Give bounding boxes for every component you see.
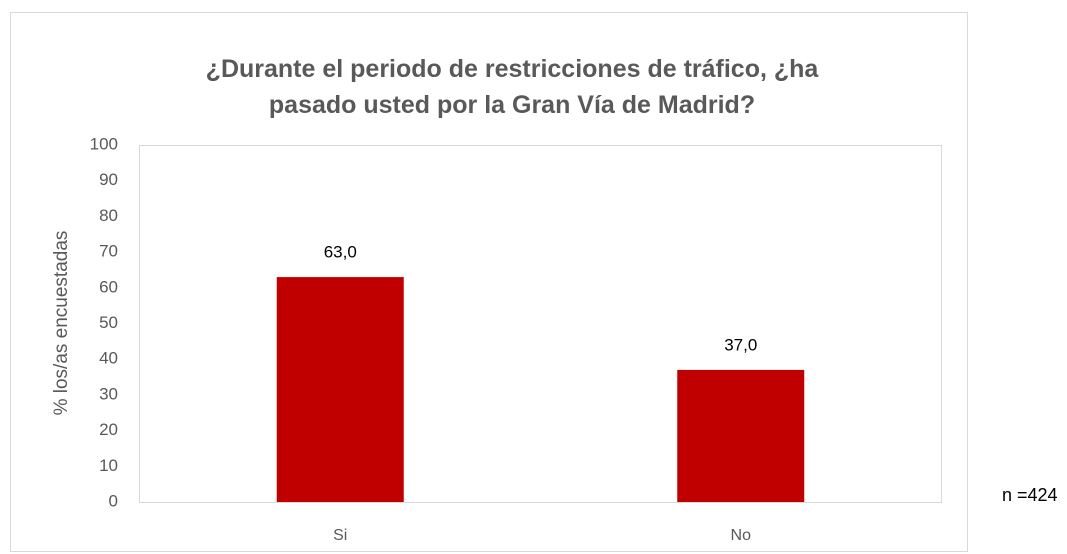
title-line: ¿Durante el periodo de restricciones de … — [206, 55, 820, 83]
data-label: 63,0 — [324, 243, 357, 262]
y-tick-label: 10 — [99, 456, 118, 475]
y-tick-label: 0 — [109, 491, 118, 510]
chart-border — [10, 12, 968, 552]
x-tick-label: Si — [333, 527, 347, 544]
y-tick-label: 30 — [99, 384, 118, 403]
y-tick-label: 100 — [90, 134, 118, 153]
plot-border — [139, 145, 942, 503]
y-tick-label: 80 — [99, 206, 118, 225]
y-tick-label: 40 — [99, 349, 118, 368]
y-tick-label: 90 — [99, 170, 118, 189]
x-tick-label: No — [731, 527, 752, 544]
data-label: 37,0 — [724, 335, 757, 354]
bar — [276, 277, 404, 502]
chart-title: ¿Durante el periodo de restricciones de … — [206, 55, 820, 83]
chart-title: pasado usted por la Gran Vía de Madrid? — [269, 91, 755, 119]
title-line: pasado usted por la Gran Vía de Madrid? — [269, 91, 755, 119]
y-tick-label: 60 — [99, 277, 118, 296]
y-axis-label: % los/as encuestadas — [51, 231, 72, 416]
y-tick-label: 50 — [99, 313, 118, 332]
y-tick-label: 70 — [99, 242, 118, 261]
bar — [677, 369, 805, 502]
y-tick-label: 20 — [99, 420, 118, 439]
annotation: n =424 — [1002, 485, 1058, 505]
